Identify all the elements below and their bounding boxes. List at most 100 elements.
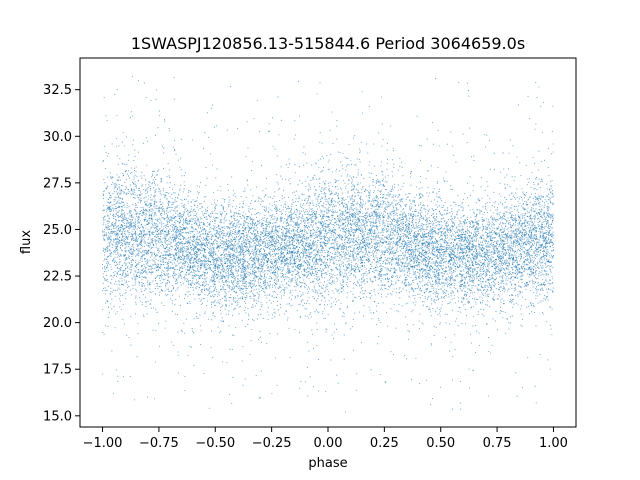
data-point (374, 269, 376, 272)
data-point (406, 223, 408, 226)
data-point (187, 282, 190, 284)
data-point (352, 184, 354, 186)
data-point (509, 272, 511, 274)
data-point (437, 261, 439, 263)
data-point (376, 257, 378, 259)
data-point (253, 255, 255, 257)
data-point (216, 226, 218, 228)
data-point (434, 253, 436, 256)
data-point (528, 224, 530, 226)
data-point (188, 189, 190, 192)
data-point (351, 244, 353, 246)
data-point (486, 134, 488, 136)
data-point (387, 259, 389, 261)
data-point (549, 229, 551, 231)
data-point (537, 169, 539, 171)
data-point (354, 164, 356, 166)
data-point (294, 164, 296, 166)
data-point (384, 267, 386, 269)
data-point (307, 212, 309, 214)
data-point (116, 184, 118, 186)
data-point (237, 270, 239, 272)
data-point (521, 238, 523, 240)
data-point (220, 231, 222, 233)
data-point (287, 217, 289, 220)
data-point (324, 290, 326, 292)
data-point (154, 262, 156, 264)
data-point (333, 280, 335, 282)
data-point (151, 221, 153, 223)
data-point (255, 229, 257, 231)
data-point (131, 193, 133, 195)
data-point (124, 163, 126, 166)
data-point (293, 249, 295, 252)
data-point (343, 315, 345, 317)
data-point (231, 270, 233, 272)
data-point (183, 266, 185, 268)
data-point (464, 293, 466, 295)
data-point (439, 236, 441, 238)
data-point (455, 287, 457, 290)
data-point (437, 206, 439, 208)
data-point (348, 143, 350, 145)
data-point (192, 293, 194, 295)
data-point (471, 289, 473, 292)
data-point (174, 192, 176, 194)
data-point (266, 225, 268, 228)
data-point (464, 279, 466, 281)
data-point (360, 192, 362, 194)
data-point (152, 179, 154, 181)
data-point (499, 193, 501, 195)
data-point (318, 178, 320, 180)
data-point (243, 191, 245, 193)
data-point (527, 178, 529, 180)
data-point (328, 238, 330, 240)
data-point (458, 81, 460, 84)
data-point (415, 209, 417, 211)
data-point (308, 185, 310, 187)
data-point (391, 275, 393, 277)
data-point (450, 254, 452, 256)
data-point (485, 273, 487, 275)
data-point (102, 373, 104, 375)
data-point (155, 231, 157, 233)
data-point (399, 267, 401, 269)
data-point (192, 199, 194, 201)
data-point (205, 195, 207, 197)
data-point (148, 198, 150, 200)
data-point (414, 257, 416, 259)
data-point (414, 235, 416, 237)
data-point (271, 295, 273, 297)
data-point (382, 252, 384, 254)
data-point (433, 301, 435, 303)
data-point (355, 263, 357, 265)
data-point (171, 193, 173, 195)
data-point (360, 251, 362, 253)
data-point (133, 273, 135, 275)
data-point (431, 278, 433, 280)
data-point (256, 292, 258, 294)
data-point (280, 211, 282, 213)
data-point (434, 264, 436, 266)
data-point (410, 202, 412, 205)
data-point (349, 229, 351, 231)
data-point (153, 182, 156, 184)
data-point (352, 201, 354, 203)
data-point (392, 227, 394, 229)
data-point (341, 200, 343, 202)
data-point (470, 260, 472, 262)
data-point (384, 381, 386, 383)
data-point (347, 225, 349, 227)
data-point (204, 208, 206, 210)
data-point (155, 191, 157, 193)
data-point (287, 240, 289, 242)
data-point (433, 213, 435, 215)
data-point (354, 259, 356, 261)
data-point (400, 222, 402, 224)
data-point (318, 193, 320, 196)
data-point (359, 215, 361, 217)
data-point (390, 268, 392, 270)
data-point (429, 265, 431, 268)
data-point (432, 208, 434, 210)
data-point (397, 227, 399, 230)
